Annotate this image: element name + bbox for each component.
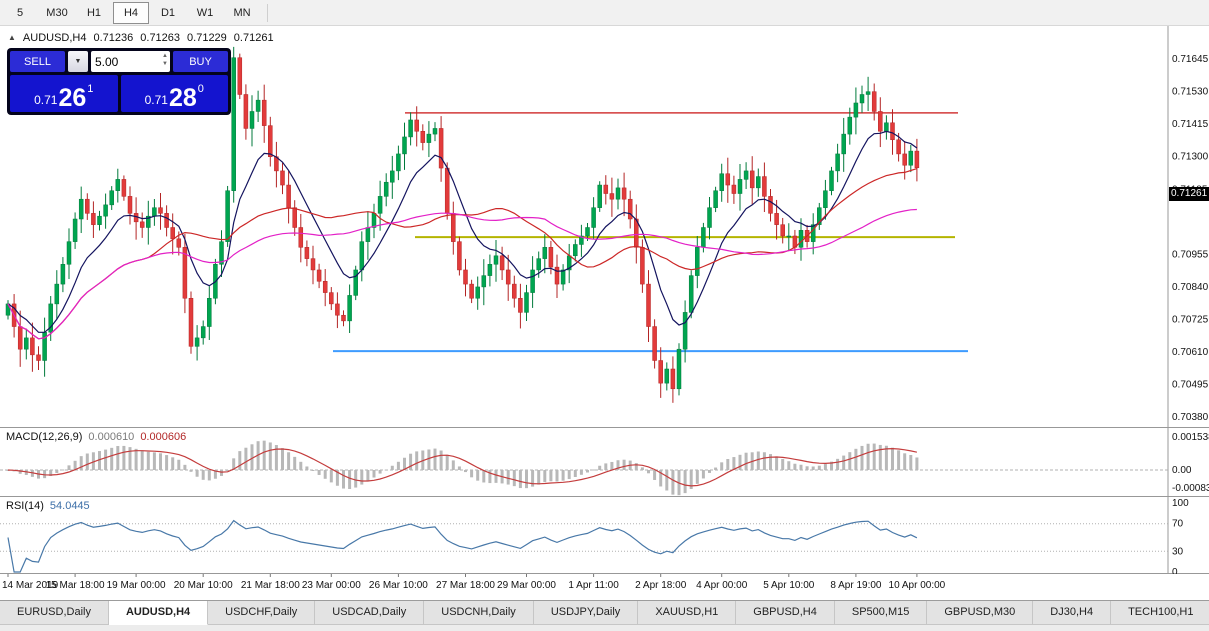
chart-low-value: 0.71229 [187, 32, 227, 44]
rsi-panel[interactable]: RSI(14) 54.0445 100 70 30 0 [0, 497, 1209, 574]
svg-text:0: 0 [1172, 567, 1178, 574]
time-axis: 14 Mar 2019 15 Mar 18:00 19 Mar 00:00 20 Ma… [0, 574, 1209, 600]
sell-price-box[interactable]: 0.71 26 1 [10, 75, 118, 112]
svg-text:1 Apr 11:00: 1 Apr 11:00 [568, 580, 619, 591]
svg-text:26 Mar 10:00: 26 Mar 10:00 [369, 580, 428, 591]
rsi-name: RSI(14) [6, 500, 44, 512]
chart-marker-icon: ▲ [8, 33, 16, 42]
tab-gbpusd-m30[interactable]: GBPUSD,M30 [927, 601, 1034, 625]
chart-high-value: 0.71263 [140, 32, 181, 44]
svg-text:23 Mar 00:00: 23 Mar 00:00 [302, 580, 361, 591]
macd-main-value: 0.000610 [88, 431, 135, 443]
price-chart-panel[interactable]: ▲ AUDUSD,H4 0.71236 0.71263 0.71229 0.71… [0, 26, 1209, 428]
buy-button[interactable]: BUY [173, 51, 228, 72]
svg-text:0.70495: 0.70495 [1172, 380, 1209, 391]
rsi-label: RSI(14) 54.0445 [6, 500, 90, 512]
sell-price-prefix: 0.71 [34, 93, 58, 107]
tab-gbpusd-h4[interactable]: GBPUSD,H4 [736, 601, 835, 625]
timeframe-w1-button[interactable]: W1 [196, 6, 214, 19]
svg-text:8 Apr 19:00: 8 Apr 19:00 [830, 580, 882, 591]
svg-text:21 Mar 18:00: 21 Mar 18:00 [241, 580, 300, 591]
macd-chart-canvas[interactable]: 0.001538 0.00 -0.000835 [0, 428, 1209, 497]
timeframe-m30-button[interactable]: M30 [46, 6, 68, 19]
svg-text:10 Apr 00:00: 10 Apr 00:00 [889, 580, 946, 591]
volume-stepper[interactable]: ▲ ▼ [162, 52, 168, 69]
svg-text:27 Mar 18:00: 27 Mar 18:00 [436, 580, 495, 591]
chart-close-value: 0.71261 [233, 32, 274, 44]
svg-text:19 Mar 00:00: 19 Mar 00:00 [107, 580, 166, 591]
svg-text:0.00: 0.00 [1172, 465, 1192, 476]
svg-text:0.001538: 0.001538 [1172, 432, 1209, 443]
svg-text:-0.000835: -0.000835 [1172, 483, 1209, 494]
rsi-chart-canvas[interactable]: 100 70 30 0 [0, 497, 1209, 574]
buy-price-prefix: 0.71 [144, 93, 168, 107]
buy-price-box[interactable]: 0.71 28 0 [120, 75, 228, 112]
tab-usdcnh-daily[interactable]: USDCNH,Daily [424, 601, 534, 625]
svg-text:0.71415: 0.71415 [1172, 119, 1209, 130]
toolbar-separator [267, 3, 268, 22]
tab-usdchf-daily[interactable]: USDCHF,Daily [208, 601, 316, 625]
tab-usdjpy-daily[interactable]: USDJPY,Daily [533, 601, 639, 625]
svg-text:2 Apr 18:00: 2 Apr 18:00 [635, 580, 687, 591]
timeframe-d1-button[interactable]: D1 [160, 6, 176, 19]
svg-text:0.70380: 0.70380 [1172, 412, 1209, 423]
tab-xauusd-h1[interactable]: XAUUSD,H1 [638, 601, 737, 625]
timeframe-mn-button[interactable]: MN [233, 6, 251, 19]
svg-text:5 Apr 10:00: 5 Apr 10:00 [763, 580, 815, 591]
candlestick-chart-canvas[interactable]: 0.716450.715300.714150.713000.711850.709… [0, 26, 1209, 428]
chart-symbol-timeframe: AUDUSD,H4 [22, 32, 87, 44]
chart-title: ▲ AUDUSD,H4 0.71236 0.71263 0.71229 0.71… [8, 32, 274, 44]
tab-sp500-m15[interactable]: SP500,M15 [834, 601, 928, 625]
chart-tabbar: EURUSD,Daily AUDUSD,H4 USDCHF,Daily USDC… [0, 600, 1209, 631]
timeframe-h1-button[interactable]: H1 [86, 6, 102, 19]
macd-panel[interactable]: MACD(12,26,9) 0.000610 0.000606 0.001538… [0, 428, 1209, 497]
current-price-badge: 0.71261 [1169, 186, 1209, 201]
svg-text:0.70955: 0.70955 [1172, 249, 1209, 260]
svg-text:100: 100 [1172, 498, 1189, 509]
svg-text:4 Apr 00:00: 4 Apr 00:00 [696, 580, 748, 591]
current-price-value: 0.71261 [1171, 188, 1208, 200]
chevron-down-icon: ▼ [74, 58, 82, 65]
svg-text:0.71300: 0.71300 [1172, 152, 1209, 163]
tab-usdcad-daily[interactable]: USDCAD,Daily [315, 601, 425, 625]
svg-text:20 Mar 10:00: 20 Mar 10:00 [174, 580, 233, 591]
macd-name: MACD(12,26,9) [6, 431, 83, 443]
chart-open-value: 0.71236 [93, 32, 134, 44]
svg-text:0.70725: 0.70725 [1172, 314, 1209, 325]
svg-text:0.70610: 0.70610 [1172, 347, 1209, 358]
svg-text:29 Mar 00:00: 29 Mar 00:00 [497, 580, 556, 591]
timeframe-toolbar: 5 M30 H1 H4 D1 W1 MN [0, 0, 1209, 26]
buy-price-sup: 0 [197, 83, 204, 95]
tab-tech100-h1[interactable]: TECH100,H1 [1111, 601, 1209, 625]
spinner-down-icon: ▼ [162, 61, 168, 68]
svg-text:0.71645: 0.71645 [1172, 54, 1209, 65]
rsi-value: 54.0445 [49, 500, 90, 512]
volume-value: 5.00 [95, 54, 119, 69]
svg-text:30: 30 [1172, 546, 1184, 557]
timeframe-h4-button[interactable]: H4 [113, 1, 149, 24]
macd-label: MACD(12,26,9) 0.000610 0.000606 [6, 431, 186, 443]
volume-input[interactable]: 5.00 ▲ ▼ [91, 51, 170, 72]
sell-price-big: 26 [58, 83, 87, 112]
volume-dropdown[interactable]: ▼ [68, 51, 88, 72]
spinner-up-icon: ▲ [162, 53, 168, 59]
svg-text:70: 70 [1172, 519, 1184, 530]
svg-text:15 Mar 18:00: 15 Mar 18:00 [46, 580, 105, 591]
buy-price-big: 28 [168, 83, 197, 112]
sell-price-sup: 1 [87, 83, 94, 95]
one-click-trading-widget: SELL ▼ 5.00 ▲ ▼ BUY 0.71 26 1 0.71 28 0 [7, 48, 231, 115]
svg-text:14 Mar 2019: 14 Mar 2019 [2, 580, 59, 591]
svg-text:0.71530: 0.71530 [1172, 87, 1209, 98]
svg-text:0.70840: 0.70840 [1172, 282, 1209, 293]
sell-button[interactable]: SELL [10, 51, 65, 72]
tab-audusd-h4[interactable]: AUDUSD,H4 [108, 601, 209, 625]
tab-eurusd-daily[interactable]: EURUSD,Daily [0, 601, 109, 625]
tab-dj30-h4[interactable]: DJ30,H4 [1033, 601, 1112, 625]
timeframe-m5-button[interactable]: 5 [16, 6, 24, 19]
macd-signal-value: 0.000606 [140, 431, 187, 443]
